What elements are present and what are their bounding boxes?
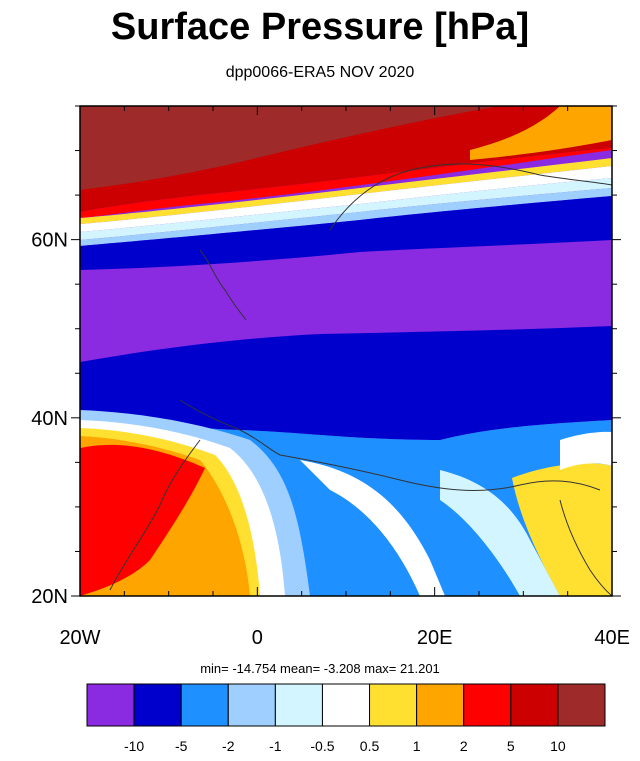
colorbar-label: 5: [507, 738, 515, 754]
colorbar-swatch: [463, 683, 512, 727]
lat-tick-label: 60N: [31, 230, 68, 252]
colorbar-label: -1: [269, 738, 282, 754]
band-ffe030: [80, 158, 612, 224]
lon-tick-label: 20E: [417, 627, 453, 649]
band-9ecfff-north: [80, 188, 612, 246]
axis-ticks: [71, 105, 621, 597]
coastline-red-sea: [559, 499, 612, 596]
colorbar: -10 -5 -2 -1 -0.5 0.5 1 2 5 10: [86, 683, 606, 754]
band-0000cd-south: [80, 326, 612, 440]
band-ffa500: [470, 106, 612, 160]
coastlines: [109, 163, 612, 596]
colorbar-swatch: [180, 683, 229, 727]
coastline-med: [279, 454, 601, 491]
colorbar-label: -0.5: [310, 738, 334, 754]
colorbar-label: 2: [460, 738, 468, 754]
band-ffe030-east: [512, 463, 612, 596]
colorbar-swatch: [369, 683, 418, 727]
coastline-britain: [199, 249, 247, 321]
field-statistics: min= -14.754 mean= -3.208 max= 21.201: [200, 661, 440, 676]
colorbar-swatch: [86, 683, 135, 727]
band-ffffff-north: [80, 166, 612, 232]
band-ff0000: [80, 148, 612, 218]
colorbar-label: 10: [550, 738, 566, 754]
coastline-scandinavia: [329, 163, 612, 231]
lat-tick-label: 20N: [31, 586, 68, 608]
lat-tick-label: 40N: [31, 408, 68, 430]
lon-tick-label: 20W: [59, 627, 100, 649]
colorbar-swatch: [227, 683, 276, 727]
band-ffffff-central: [300, 460, 445, 596]
lon-tick-label: 0: [252, 627, 263, 649]
colorbar-swatch: [274, 683, 323, 727]
colorbar-swatch: [510, 683, 559, 727]
colorbar-label: 1: [413, 738, 421, 754]
map-title: Surface Pressure [hPa]: [110, 6, 530, 48]
band-d2f5ff-central: [440, 470, 560, 596]
colorbar-label: 0.5: [360, 738, 380, 754]
pressure-field: [80, 106, 612, 596]
colorbar-label: -10: [124, 738, 144, 754]
colorbar-label: -5: [175, 738, 188, 754]
axis-tick-labels: 20W 0 20E 40E 20N 40N 60N: [31, 230, 630, 649]
coastline-iberia: [179, 399, 281, 456]
colorbar-swatch: [321, 683, 371, 727]
colorbar-label: -2: [222, 738, 235, 754]
coastline-africa: [109, 439, 201, 591]
band-9e2a2a: [80, 106, 500, 190]
lon-tick-label: 40E: [594, 627, 630, 649]
band-ff0000-sw: [80, 444, 205, 596]
band-ffffff-east: [560, 431, 612, 470]
colorbar-swatch: [557, 683, 606, 727]
map-subtitle: dpp0066-ERA5 NOV 2020: [225, 64, 415, 81]
colorbar-swatch: [133, 683, 182, 727]
band-0000cd-north: [80, 196, 612, 270]
colorbar-swatch: [416, 683, 465, 727]
